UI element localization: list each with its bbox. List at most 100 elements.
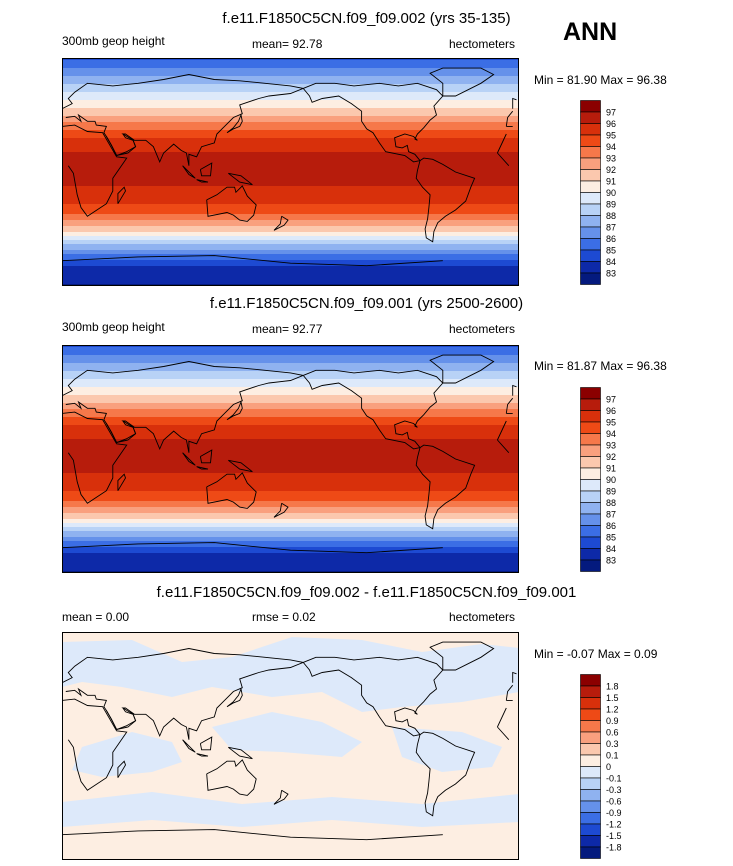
colorbar-tick-label: 86 xyxy=(606,521,616,531)
colorbar-swatch xyxy=(580,525,601,538)
zonal-band xyxy=(62,371,519,374)
zonal-band xyxy=(62,487,519,490)
map-3-difference-patches xyxy=(62,637,519,827)
zonal-band xyxy=(62,132,519,135)
panel-1-title: f.e11.F1850C5CN.f09_f09.002 (yrs 35-135) xyxy=(222,10,511,27)
zonal-band xyxy=(62,485,519,488)
coastline xyxy=(62,829,443,841)
zonal-band xyxy=(62,519,519,522)
colorbar-tick-label: -0.6 xyxy=(606,797,622,807)
zonal-band xyxy=(62,236,519,239)
zonal-band xyxy=(62,449,519,452)
colorbar-tick-label: -0.9 xyxy=(606,808,622,818)
zonal-band xyxy=(62,525,519,528)
zonal-band xyxy=(62,218,519,221)
coastline xyxy=(429,67,495,97)
colorbar-tick-label: 0.6 xyxy=(606,728,619,738)
zonal-band xyxy=(62,411,519,414)
coastline xyxy=(228,172,253,186)
zonal-band xyxy=(62,535,519,538)
zonal-band xyxy=(62,471,519,474)
panel-2-title: f.e11.F1850C5CN.f09_f09.001 (yrs 2500-26… xyxy=(209,295,524,312)
coastline xyxy=(273,789,289,805)
zonal-band xyxy=(62,254,519,257)
zonal-band xyxy=(62,150,519,153)
zonal-band xyxy=(62,353,519,356)
zonal-band xyxy=(62,569,519,572)
zonal-band xyxy=(62,527,519,530)
colorbar-swatch xyxy=(580,846,601,859)
zonal-band xyxy=(62,66,519,69)
zonal-band xyxy=(62,437,519,440)
zonal-band xyxy=(62,357,519,360)
panel-1-units-label: hectometers xyxy=(449,37,516,51)
zonal-band xyxy=(62,128,519,131)
zonal-band xyxy=(62,202,519,205)
zonal-band xyxy=(62,160,519,163)
zonal-band xyxy=(62,198,519,201)
zonal-band xyxy=(62,282,519,285)
coastline xyxy=(196,179,209,183)
zonal-band xyxy=(62,76,519,79)
zonal-band xyxy=(62,461,519,464)
zonal-band xyxy=(62,489,519,492)
colorbar-tick-label: 95 xyxy=(606,418,616,428)
colorbar-tick-label: 92 xyxy=(606,165,616,175)
colorbar-tick-label: 1.2 xyxy=(606,705,619,715)
colorbar-tick-label: 1.8 xyxy=(606,682,619,692)
zonal-band xyxy=(62,395,519,398)
coastline xyxy=(117,473,126,491)
zonal-band xyxy=(62,523,519,526)
colorbar-tick-label: 83 xyxy=(606,556,616,566)
zonal-band xyxy=(62,403,519,406)
colorbar-tick-label: 1.5 xyxy=(606,693,619,703)
colorbar-tick-label: 0 xyxy=(606,762,611,772)
panel-3-title: f.e11.F1850C5CN.f09_f09.002 - f.e11.F185… xyxy=(156,584,577,601)
coastline xyxy=(106,133,137,157)
zonal-band xyxy=(62,98,519,101)
zonal-band xyxy=(62,200,519,203)
zonal-band xyxy=(62,176,519,179)
zonal-band xyxy=(62,162,519,165)
colorbar-tick-label: 88 xyxy=(606,211,616,221)
zonal-band xyxy=(62,427,519,430)
colorbar-tick-label: -0.3 xyxy=(606,785,622,795)
zonal-band xyxy=(62,429,519,432)
zonal-band xyxy=(62,178,519,181)
zonal-band xyxy=(62,186,519,189)
zonal-band xyxy=(62,361,519,364)
panel-3-rmse-label: rmse = 0.02 xyxy=(252,610,316,624)
colorbar-swatch xyxy=(580,215,601,228)
zonal-band xyxy=(62,146,519,149)
coastline xyxy=(117,186,126,204)
zonal-band xyxy=(62,509,519,512)
zonal-band xyxy=(62,539,519,542)
colorbar-tick-label: 91 xyxy=(606,464,616,474)
zonal-band xyxy=(62,136,519,139)
zonal-band xyxy=(62,140,519,143)
colorbar-tick-label: 92 xyxy=(606,452,616,462)
colorbar-swatch xyxy=(580,800,601,813)
zonal-band xyxy=(62,547,519,550)
colorbar-tick-label: 90 xyxy=(606,188,616,198)
colorbar-tick-label: 84 xyxy=(606,544,616,554)
zonal-band xyxy=(62,122,519,125)
panel-3-units-label: hectometers xyxy=(449,610,516,624)
colorbar-swatch xyxy=(580,261,601,274)
zonal-band xyxy=(62,156,519,159)
colorbar-tick-label: 0.3 xyxy=(606,739,619,749)
zonal-band xyxy=(62,106,519,109)
zonal-band xyxy=(62,126,519,129)
zonal-band xyxy=(62,104,519,107)
zonal-band xyxy=(62,425,519,428)
colorbar-swatch xyxy=(580,387,601,400)
zonal-band xyxy=(62,224,519,227)
colorbar-swatch xyxy=(580,272,601,285)
colorbar-swatch xyxy=(580,433,601,446)
zonal-band xyxy=(62,210,519,213)
zonal-band xyxy=(62,268,519,271)
zonal-band xyxy=(62,511,519,514)
colorbar-tick-label: 87 xyxy=(606,223,616,233)
colorbar-tick-label: -1.2 xyxy=(606,820,622,830)
zonal-band xyxy=(62,180,519,183)
